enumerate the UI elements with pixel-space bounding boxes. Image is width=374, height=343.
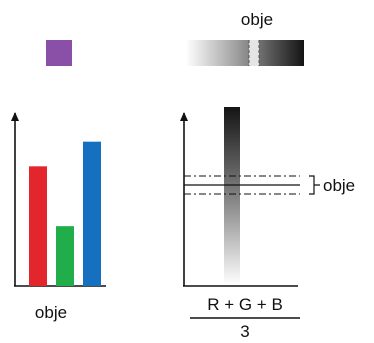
formula-numerator: R + G + B	[207, 295, 283, 314]
strip-highlight-band	[249, 40, 259, 66]
bar-g	[56, 226, 74, 286]
bar-chart-caption: obje	[35, 303, 67, 322]
formula-denominator: 3	[240, 322, 249, 341]
band-bracket-label: obje	[323, 176, 355, 195]
color-swatch	[46, 40, 72, 66]
grayscale-plot	[180, 107, 320, 287]
gradient-strip	[186, 40, 304, 66]
grayscale-strip-label: obje	[241, 10, 273, 29]
band-bracket	[309, 175, 320, 195]
bar-r	[29, 166, 47, 286]
grayscale-strip	[186, 40, 304, 66]
bar-b	[83, 141, 101, 286]
rgb-bar-chart	[11, 112, 106, 287]
grayscale-column	[224, 107, 240, 285]
